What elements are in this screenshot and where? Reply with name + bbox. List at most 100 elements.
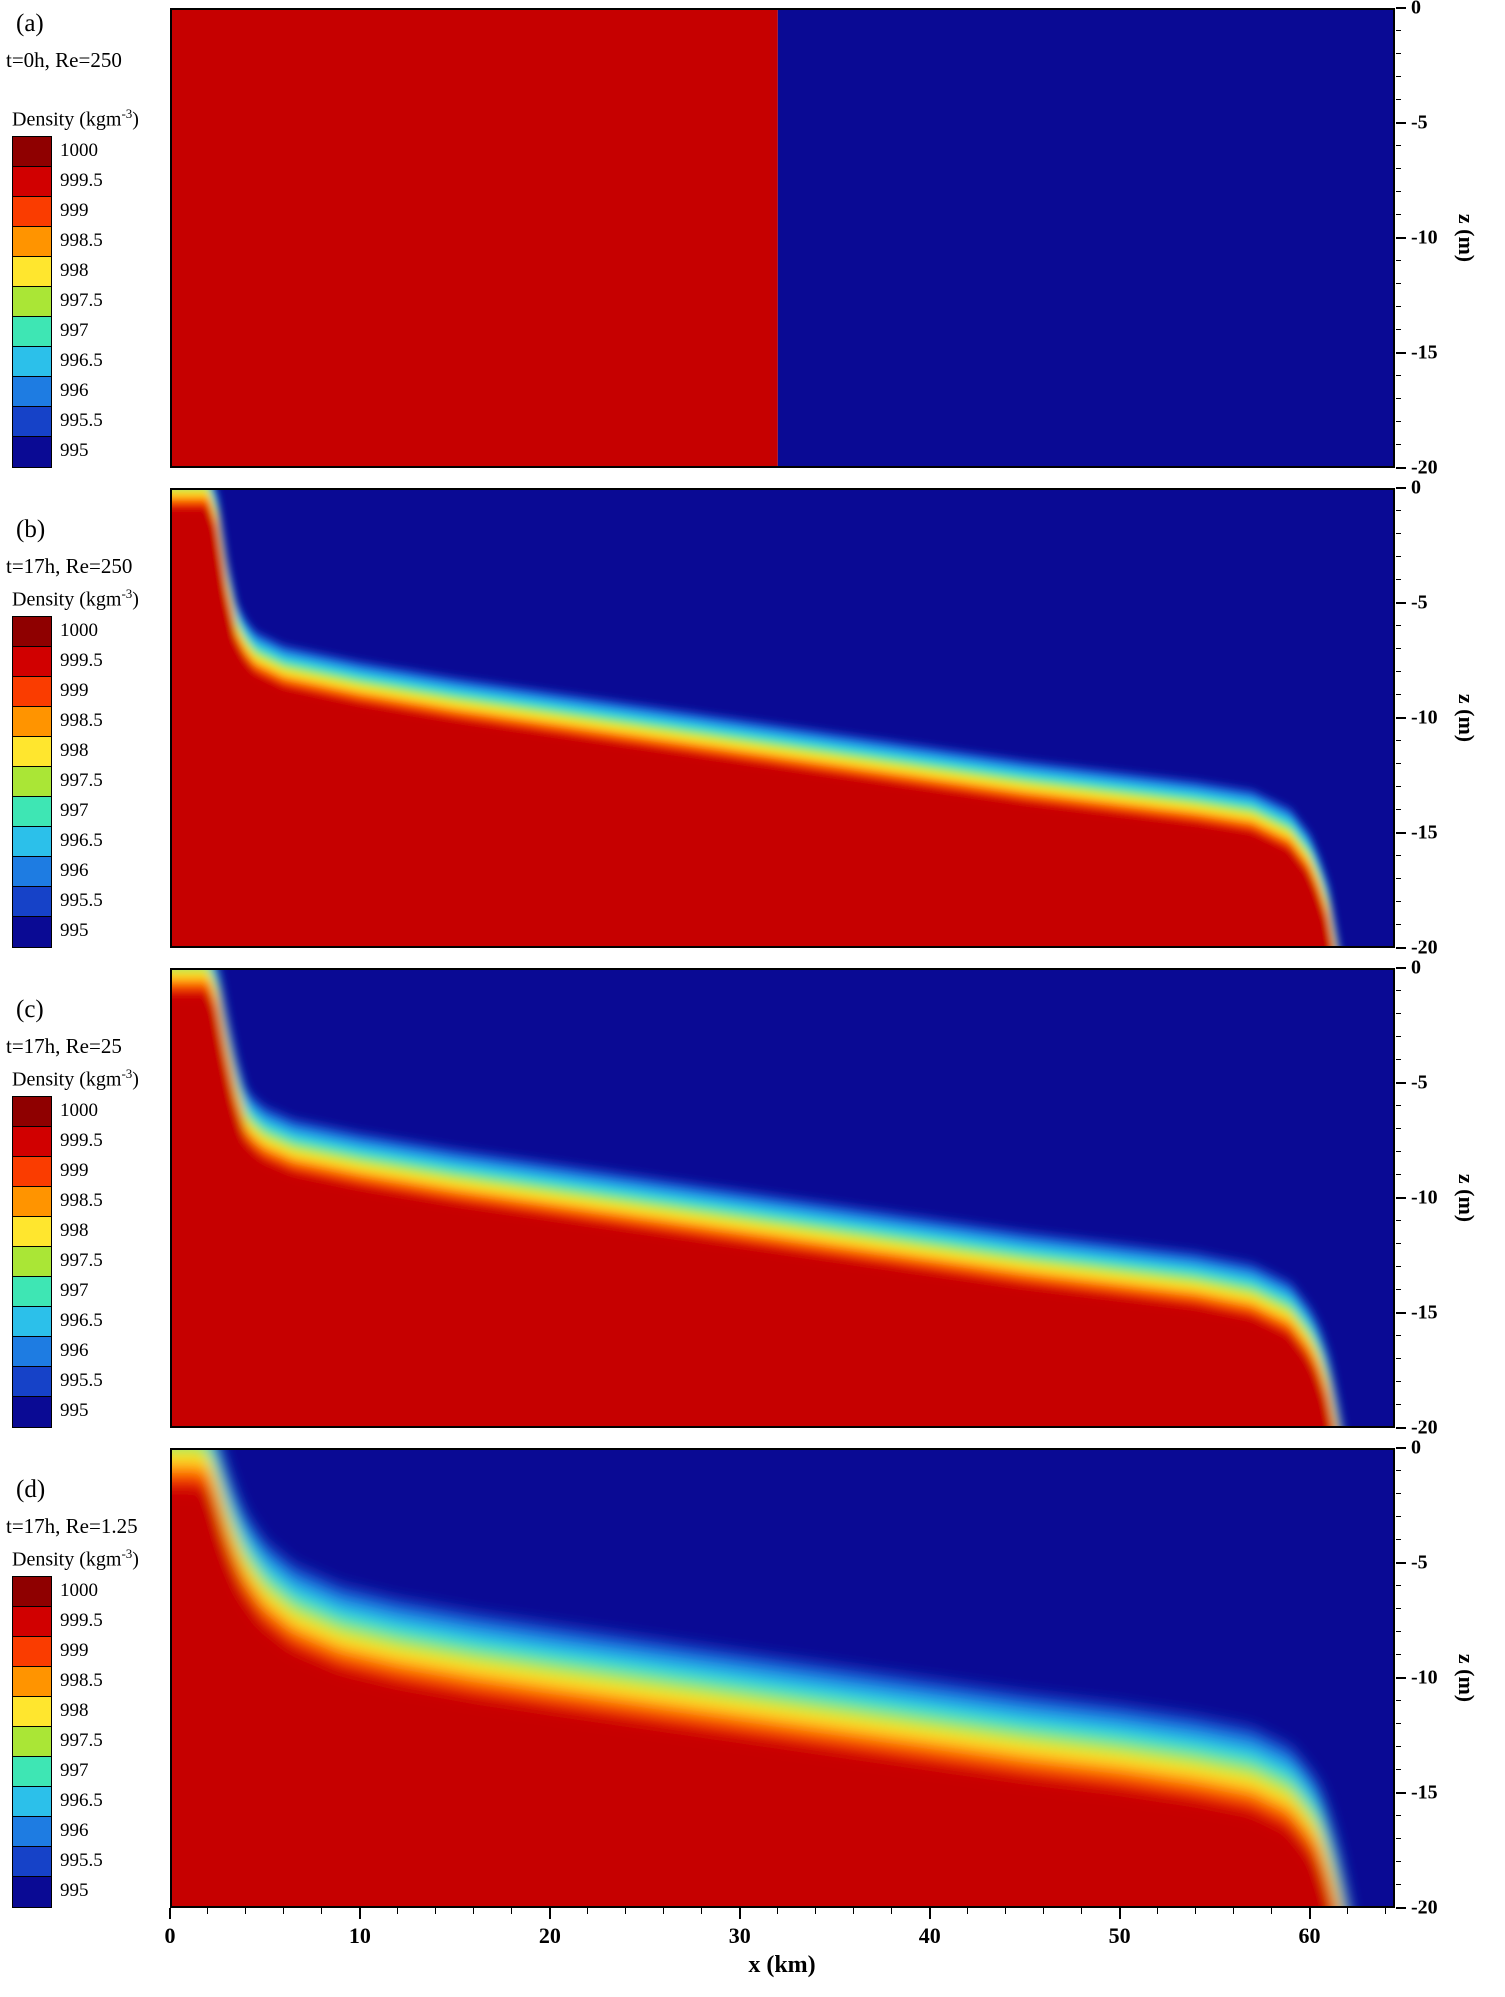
- colorbar-level-label: 995.5: [60, 1370, 103, 1391]
- colorbar-swatch: [13, 1247, 51, 1277]
- colorbar-swatch: [13, 887, 51, 917]
- x-major-tick: [928, 1908, 931, 1919]
- x-tick-label: 50: [1108, 1923, 1131, 1948]
- z-minor-tick: [1396, 878, 1401, 879]
- colorbar-level-label: 996: [60, 380, 89, 401]
- colorbar-swatch: [13, 1307, 51, 1337]
- z-major-tick: [1396, 1197, 1406, 1199]
- colorbar-swatch: [13, 737, 51, 767]
- colorbar-title-exponent: -3: [121, 1546, 133, 1561]
- colorbar-level-label: 997: [60, 800, 89, 821]
- z-axis-d: 0 -5 -10 -15 -20: [1396, 1437, 1460, 1919]
- x-minor-tick: [473, 1908, 475, 1914]
- contour-svg: [170, 1448, 1395, 1908]
- z-minor-tick: [1396, 375, 1401, 376]
- x-minor-tick: [1005, 1908, 1007, 1914]
- z-minor-tick: [1396, 1358, 1401, 1359]
- density-band: [170, 997, 1332, 1428]
- colorbar-level-label: 999.5: [60, 1130, 103, 1151]
- x-minor-tick: [701, 1908, 703, 1914]
- z-minor-tick: [1396, 329, 1401, 330]
- x-minor-tick: [587, 1908, 589, 1914]
- colorbar-level-label: 997.5: [60, 770, 103, 791]
- z-tick-label: -20: [1411, 456, 1438, 479]
- z-tick-label: -5: [1411, 1551, 1428, 1574]
- colorbar-swatch: [13, 1667, 51, 1697]
- colorbar-swatch: [13, 1847, 51, 1877]
- colorbar-level-label: 999: [60, 1640, 89, 1661]
- colorbar-level-label: 995: [60, 440, 89, 461]
- colorbar-level-label: 1000: [60, 1580, 98, 1601]
- z-minor-tick: [1396, 1036, 1401, 1037]
- colorbar-title-close: ): [132, 1068, 139, 1091]
- x-tick-label: 40: [918, 1923, 941, 1948]
- colorbar-title-close: ): [132, 588, 139, 611]
- x-tick-label: 20: [538, 1923, 561, 1948]
- colorbar-level-label: 995: [60, 1880, 89, 1901]
- colorbar-swatch: [13, 767, 51, 797]
- contour-svg: [170, 8, 1395, 468]
- colorbar-level-label: 999.5: [60, 170, 103, 191]
- colorbar-level-label: 998.5: [60, 710, 103, 731]
- colorbar-swatch: [13, 1277, 51, 1307]
- z-minor-tick: [1396, 1105, 1401, 1106]
- colorbar-swatch: [13, 437, 51, 467]
- colorbar-swatch: [13, 1697, 51, 1727]
- panel-a: (a) t=0h, Re=250 Density (kgm-3) 1000 999…: [0, 0, 1505, 479]
- z-major-tick: [1396, 1792, 1406, 1794]
- plot-frame: [170, 1448, 1395, 1908]
- x-minor-tick: [777, 1908, 779, 1914]
- colorbar-swatch: [13, 1217, 51, 1247]
- z-minor-tick: [1396, 1289, 1401, 1290]
- colorbar-swatch: [13, 377, 51, 407]
- colorbar-swatch: [13, 1397, 51, 1427]
- colorbar-swatch: [13, 917, 51, 947]
- colorbar: [12, 136, 52, 468]
- density-band: [170, 510, 1332, 948]
- plot-frame: [170, 8, 1395, 468]
- z-axis-title: z (m): [1454, 1173, 1479, 1223]
- colorbar-swatch: [13, 1607, 51, 1637]
- x-tick-label: 0: [164, 1923, 176, 1948]
- z-axis-c: 0 -5 -10 -15 -20: [1396, 957, 1460, 1439]
- panel-c-label: (c): [16, 996, 44, 1023]
- z-minor-tick: [1396, 145, 1401, 146]
- z-minor-tick: [1396, 809, 1401, 810]
- x-minor-tick: [1347, 1908, 1349, 1914]
- colorbar-title: Density (kgm-3): [12, 106, 139, 132]
- z-minor-tick: [1396, 1516, 1401, 1517]
- contour-plot-c: [170, 968, 1395, 1428]
- colorbar-level-label: 1000: [60, 140, 98, 161]
- x-minor-tick: [815, 1908, 817, 1914]
- z-minor-tick: [1396, 30, 1401, 31]
- colorbar-level-label: 997.5: [60, 1250, 103, 1271]
- colorbar: [12, 1576, 52, 1908]
- z-minor-tick: [1396, 740, 1401, 741]
- colorbar-swatch: [13, 827, 51, 857]
- z-minor-tick: [1396, 671, 1401, 672]
- z-tick-label: 0: [1411, 476, 1421, 499]
- x-minor-tick: [853, 1908, 855, 1914]
- colorbar-title-exponent: -3: [121, 106, 133, 121]
- z-tick-label: -15: [1411, 341, 1438, 364]
- z-minor-tick: [1396, 1654, 1401, 1655]
- x-minor-tick: [1081, 1908, 1083, 1914]
- z-major-tick: [1396, 602, 1406, 604]
- colorbar-level-label: 997: [60, 1280, 89, 1301]
- colorbar-title-text: Density (kgm: [12, 588, 122, 611]
- colorbar-level-label: 995.5: [60, 410, 103, 431]
- panel-b: (b) t=17h, Re=250 Density (kgm-3) 1000 99…: [0, 477, 1505, 959]
- colorbar-level-label: 996.5: [60, 1790, 103, 1811]
- contour-svg: [170, 968, 1395, 1428]
- colorbar-level-label: 997.5: [60, 290, 103, 311]
- x-axis-title: x (km): [748, 1952, 816, 1978]
- colorbar-level-label: 996.5: [60, 1310, 103, 1331]
- z-tick-label: -20: [1411, 936, 1438, 959]
- z-major-tick: [1396, 487, 1406, 489]
- z-minor-tick: [1396, 1700, 1401, 1701]
- z-minor-tick: [1396, 533, 1401, 534]
- z-minor-tick: [1396, 786, 1401, 787]
- z-minor-tick: [1396, 694, 1401, 695]
- colorbar-level-label: 999: [60, 200, 89, 221]
- z-major-tick: [1396, 947, 1406, 949]
